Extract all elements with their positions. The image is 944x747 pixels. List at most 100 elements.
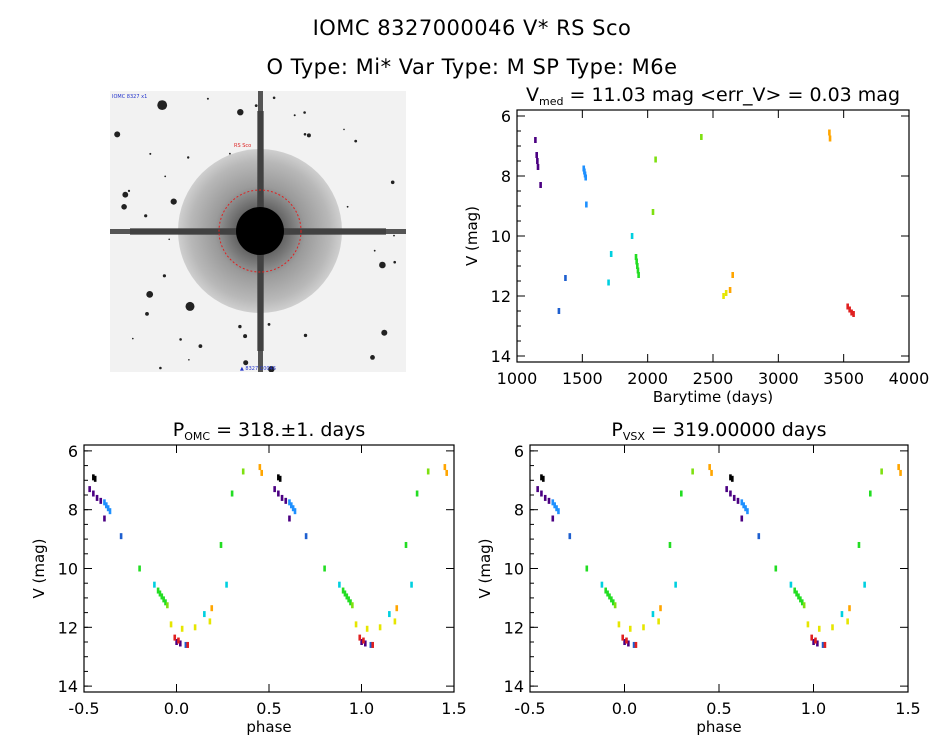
data-point bbox=[260, 469, 263, 476]
data-point bbox=[863, 581, 866, 588]
x-tick-label: 1000 bbox=[497, 369, 538, 388]
data-point bbox=[219, 541, 223, 548]
thumbnail-corner-label: IOMC 8327 x1 bbox=[112, 94, 147, 100]
data-point bbox=[99, 497, 103, 504]
data-point bbox=[539, 182, 542, 188]
data-point bbox=[410, 581, 413, 588]
data-point bbox=[371, 641, 374, 648]
data-point bbox=[722, 293, 725, 299]
data-point bbox=[617, 621, 621, 628]
data-point bbox=[606, 590, 609, 597]
y-tick-label: 10 bbox=[504, 560, 524, 579]
field-star bbox=[188, 359, 190, 361]
data-point bbox=[258, 464, 262, 471]
data-point bbox=[395, 605, 399, 612]
data-point bbox=[540, 474, 543, 481]
x-tick-label: 2000 bbox=[627, 369, 668, 388]
data-point bbox=[810, 634, 814, 641]
data-point bbox=[415, 490, 419, 497]
data-point bbox=[551, 515, 555, 522]
data-point bbox=[543, 494, 547, 501]
data-point bbox=[138, 565, 141, 572]
data-point bbox=[604, 587, 607, 594]
data-point bbox=[445, 469, 448, 476]
data-point bbox=[583, 168, 586, 175]
data-point bbox=[230, 490, 234, 497]
data-point bbox=[814, 637, 817, 644]
data-point bbox=[728, 287, 732, 293]
data-point bbox=[153, 581, 156, 588]
y-tick-label: 6 bbox=[501, 107, 511, 126]
plot-frame-lightcurve bbox=[516, 109, 910, 363]
data-point bbox=[105, 502, 108, 509]
data-point bbox=[557, 508, 560, 515]
data-point bbox=[869, 490, 872, 497]
x-tick-label: 2500 bbox=[693, 369, 734, 388]
data-point bbox=[378, 624, 382, 631]
data-point bbox=[369, 641, 373, 648]
x-tick-label: -0.5 bbox=[514, 699, 545, 718]
data-point bbox=[108, 508, 112, 515]
data-point bbox=[393, 618, 397, 625]
field-star bbox=[132, 337, 134, 340]
data-point bbox=[203, 611, 206, 618]
field-star bbox=[229, 152, 231, 155]
aperture-circle bbox=[218, 189, 302, 273]
y-tick-label: 10 bbox=[58, 560, 78, 579]
y-tick-label: 8 bbox=[68, 501, 78, 520]
data-point bbox=[680, 490, 683, 497]
y-tick-label: 14 bbox=[504, 677, 524, 696]
field-star bbox=[346, 205, 349, 208]
data-point bbox=[583, 171, 587, 178]
field-star bbox=[381, 329, 388, 336]
data-point bbox=[88, 486, 91, 493]
field-star bbox=[343, 128, 345, 131]
data-point bbox=[177, 637, 180, 644]
plot-frame-phase-vsx bbox=[529, 444, 909, 693]
data-point bbox=[740, 499, 744, 506]
data-point bbox=[288, 499, 291, 506]
field-star bbox=[179, 338, 182, 341]
field-star bbox=[164, 175, 167, 178]
data-point bbox=[846, 303, 849, 310]
field-star bbox=[254, 104, 258, 107]
field-star bbox=[168, 238, 170, 241]
data-point bbox=[535, 152, 538, 158]
data-point bbox=[225, 581, 228, 588]
data-point bbox=[175, 639, 178, 646]
data-point bbox=[634, 641, 638, 648]
data-point bbox=[609, 251, 613, 257]
data-point bbox=[278, 475, 282, 482]
data-point bbox=[600, 581, 604, 588]
field-star bbox=[379, 261, 386, 269]
data-point bbox=[103, 515, 106, 522]
data-point bbox=[349, 599, 352, 606]
x-tick-label: 0.0 bbox=[164, 699, 189, 718]
data-point bbox=[323, 565, 326, 572]
data-point bbox=[166, 602, 169, 609]
y-tick-label: 8 bbox=[501, 167, 511, 186]
field-star bbox=[159, 366, 162, 370]
field-star bbox=[238, 324, 242, 329]
y-tick-label: 12 bbox=[58, 618, 78, 637]
data-point bbox=[729, 490, 732, 497]
data-point bbox=[651, 209, 655, 215]
data-point bbox=[277, 474, 280, 481]
data-point bbox=[636, 263, 639, 269]
data-point bbox=[774, 565, 778, 572]
data-point bbox=[613, 602, 617, 609]
data-point bbox=[364, 640, 367, 647]
field-star bbox=[303, 133, 307, 136]
data-point bbox=[630, 233, 634, 239]
data-point bbox=[848, 306, 851, 313]
data-point bbox=[724, 290, 728, 296]
data-point bbox=[280, 494, 284, 501]
data-point bbox=[897, 464, 900, 471]
plot-title: PVSX = 319.00000 days bbox=[611, 419, 826, 443]
data-point bbox=[816, 640, 819, 647]
data-point bbox=[551, 499, 555, 506]
data-point bbox=[632, 641, 636, 648]
data-point bbox=[806, 621, 810, 628]
data-point bbox=[284, 497, 288, 504]
data-point bbox=[103, 499, 106, 506]
